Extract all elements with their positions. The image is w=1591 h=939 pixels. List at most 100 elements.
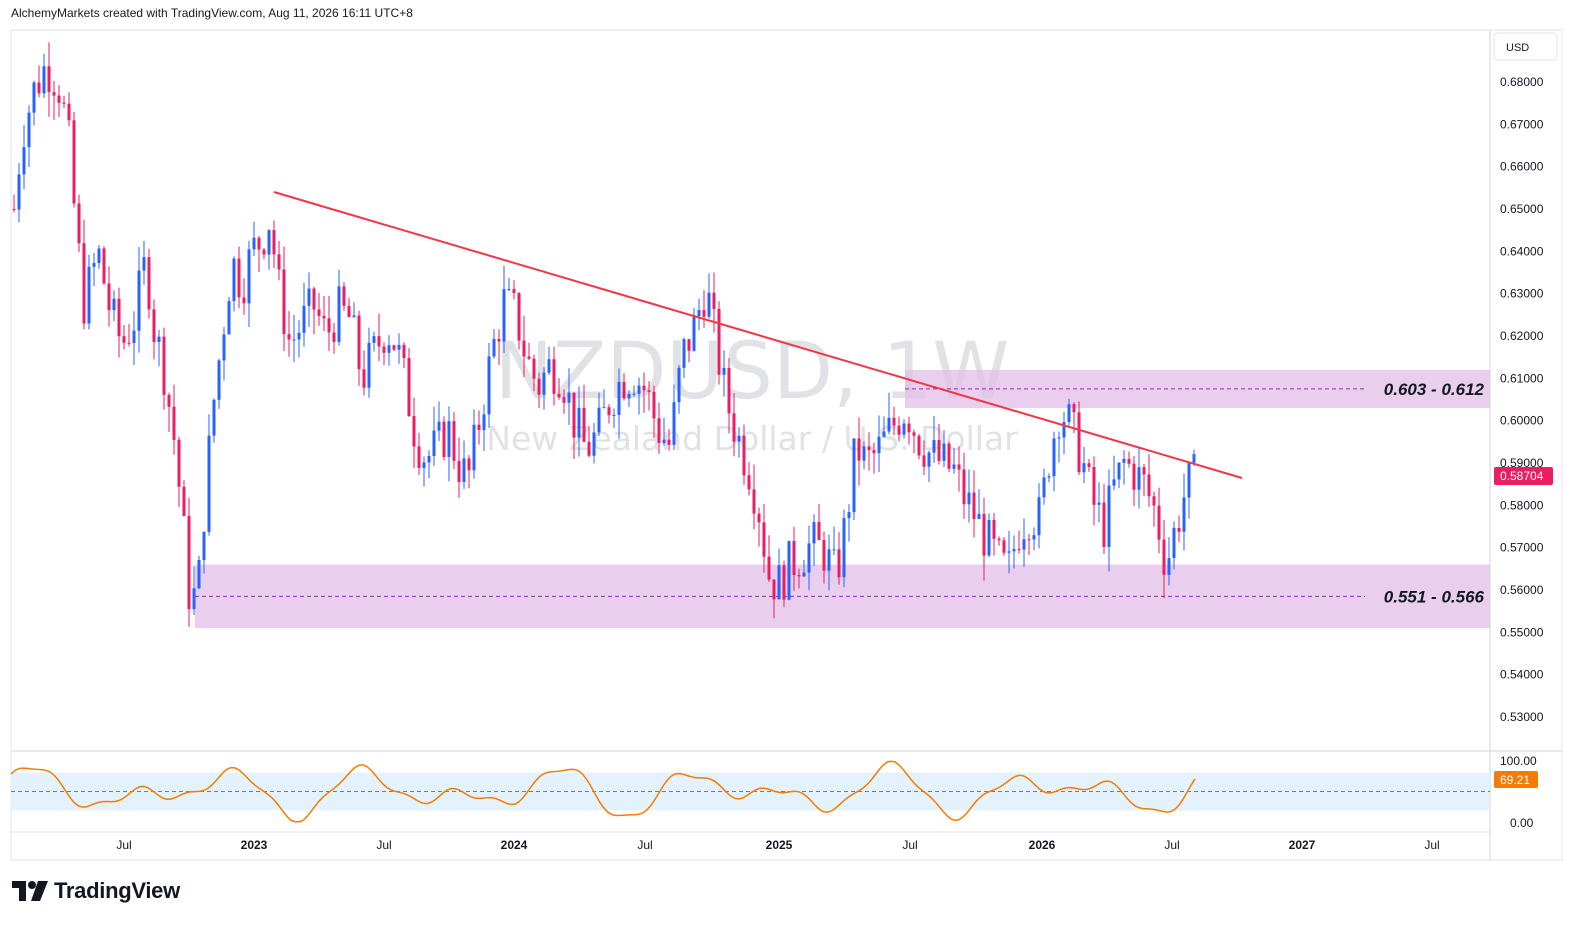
candle-up[interactable] [682,339,686,368]
candle-up[interactable] [577,407,581,438]
candle-up[interactable] [1082,463,1086,473]
candle-up[interactable] [42,66,46,94]
candle-up[interactable] [592,432,596,456]
candle-down[interactable] [532,358,536,379]
candle-down[interactable] [57,95,61,103]
candle-down[interactable] [522,340,526,357]
candle-up[interactable] [932,440,936,453]
candle-down[interactable] [322,315,326,319]
candle-up[interactable] [567,392,571,403]
candle-down[interactable] [622,381,626,399]
candle-up[interactable] [367,342,371,388]
candle-down[interactable] [762,522,766,557]
candle-up[interactable] [692,316,696,351]
candle-down[interactable] [47,66,51,93]
candle-up[interactable] [887,417,891,432]
candle-up[interactable] [1122,458,1126,463]
candle-down[interactable] [152,309,156,343]
candle-up[interactable] [27,112,31,148]
candle-up[interactable] [232,258,236,302]
candle-down[interactable] [82,243,86,324]
candle-down[interactable] [767,556,771,580]
candle-up[interactable] [462,458,466,483]
osc-line[interactable] [10,760,1196,823]
candle-up[interactable] [132,330,136,344]
candle-down[interactable] [357,315,361,370]
candle-down[interactable] [972,492,976,520]
candle-down[interactable] [382,346,386,353]
candle-up[interactable] [437,421,441,431]
candle-up[interactable] [722,367,726,375]
candle-down[interactable] [922,455,926,467]
candle-down[interactable] [277,254,281,270]
candle-up[interactable] [157,336,161,343]
candle-down[interactable] [867,446,871,451]
candle-down[interactable] [562,397,566,403]
candle-down[interactable] [647,390,651,392]
candle-down[interactable] [62,102,66,104]
candle-up[interactable] [942,443,946,461]
candle-up[interactable] [1167,558,1171,575]
candle-up[interactable] [227,301,231,335]
candle-down[interactable] [237,258,241,298]
candle-down[interactable] [897,425,901,435]
candle-down[interactable] [1087,463,1091,468]
candle-up[interactable] [827,549,831,571]
candle-down[interactable] [172,406,176,440]
candle-up[interactable] [472,424,476,471]
candle-down[interactable] [347,305,351,317]
candle-up[interactable] [987,519,991,556]
candle-down[interactable] [412,416,416,447]
candle-down[interactable] [642,385,646,391]
candle-down[interactable] [517,292,521,341]
candle-up[interactable] [307,288,311,306]
candle-up[interactable] [847,512,851,519]
candle-down[interactable] [177,439,181,487]
candle-down[interactable] [557,393,561,398]
candle-down[interactable] [947,443,951,469]
candle-down[interactable] [52,92,56,96]
candle-up[interactable] [707,292,711,317]
candle-down[interactable] [992,519,996,539]
candle-down[interactable] [1077,412,1081,473]
candle-up[interactable] [1022,539,1026,550]
candle-up[interactable] [252,237,256,250]
candle-up[interactable] [217,360,221,400]
candle-down[interactable] [962,469,966,505]
candle-up[interactable] [697,310,701,317]
candle-up[interactable] [952,464,956,469]
candle-down[interactable] [117,298,121,337]
candle-down[interactable] [607,407,611,416]
candle-down[interactable] [327,318,331,333]
candle-up[interactable] [202,531,206,560]
candle-down[interactable] [257,237,261,250]
candle-up[interactable] [807,543,811,573]
candle-down[interactable] [727,367,731,414]
candle-down[interactable] [717,308,721,375]
candle-down[interactable] [67,103,71,121]
candle-down[interactable] [312,288,316,310]
candle-down[interactable] [362,369,366,388]
candle-up[interactable] [902,423,906,435]
candle-up[interactable] [352,315,356,317]
candle-up[interactable] [842,518,846,578]
candle-down[interactable] [732,413,736,442]
candle-up[interactable] [492,338,496,357]
candle-down[interactable] [1132,463,1136,490]
candle-up[interactable] [547,359,551,373]
candle-up[interactable] [292,339,296,341]
candle-down[interactable] [107,283,111,311]
candle-down[interactable] [287,334,291,340]
candle-down[interactable] [407,358,411,417]
candle-up[interactable] [1112,479,1116,486]
candle-up[interactable] [1057,437,1061,439]
candle-down[interactable] [657,418,661,443]
candle-down[interactable] [572,392,576,438]
candle-down[interactable] [817,522,821,540]
candle-down[interactable] [1152,496,1156,506]
candle-down[interactable] [147,257,151,310]
candle-down[interactable] [912,432,916,436]
candle-down[interactable] [772,579,776,600]
candle-down[interactable] [937,440,941,461]
